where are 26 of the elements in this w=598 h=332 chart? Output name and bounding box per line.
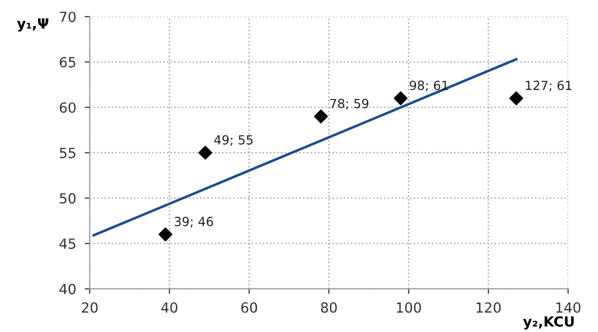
x-axis-title: y₂,KCU [523,316,574,330]
data-label: 49; 55 [214,135,253,146]
x-tick-label: 80 [321,302,337,313]
y-tick-label: 45 [60,238,76,249]
x-tick-label: 20 [82,302,98,313]
y-tick-label: 70 [60,12,76,22]
x-tick-label: 60 [241,302,258,313]
x-tick-label: 100 [396,302,421,313]
x-tick-label: 120 [476,302,501,313]
y-tick-label: 50 [60,193,76,204]
point [198,146,212,160]
x-tick-label: 140 [556,302,580,313]
point [394,91,408,106]
point [314,110,328,124]
y-tick-label: 65 [60,56,76,68]
y-axis-title: y₁,Ψ [16,18,48,32]
data-label: 39; 46 [174,216,213,228]
y-tick-label: 40 [60,284,76,294]
data-label: 78; 59 [330,98,368,110]
y-tick-label: 60 [60,102,76,113]
x-tick-label: 40 [161,302,178,313]
point [509,91,524,106]
point [158,227,172,242]
y-tick-label: 55 [60,148,76,158]
data-label: 127; 61 [526,80,572,92]
data-label: 98; 61 [410,80,448,92]
